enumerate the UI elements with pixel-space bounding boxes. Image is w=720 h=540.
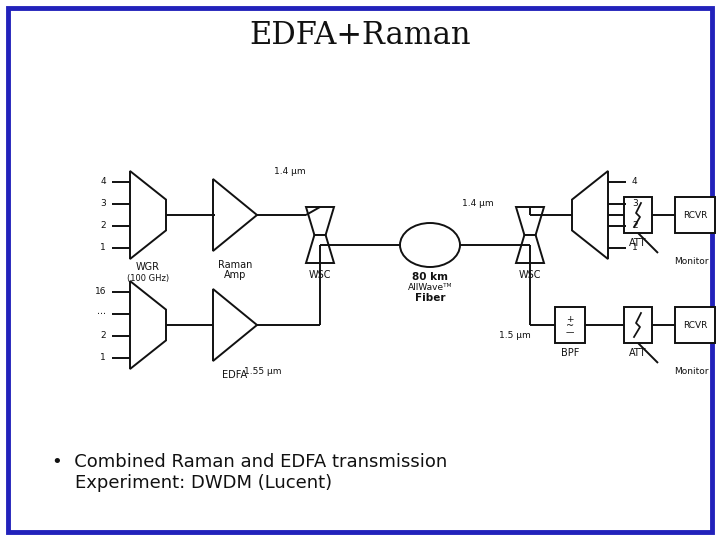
Text: Monitor: Monitor [674, 367, 708, 375]
Text: ATT: ATT [629, 348, 647, 358]
Text: +: + [566, 314, 574, 323]
Text: ~: ~ [566, 321, 574, 331]
Text: Experiment: DWDM (Lucent): Experiment: DWDM (Lucent) [52, 474, 332, 492]
Text: ⋯: ⋯ [97, 309, 106, 319]
Text: AllWaveᵀᴹ: AllWaveᵀᴹ [408, 284, 452, 293]
Polygon shape [306, 235, 334, 263]
Polygon shape [130, 281, 166, 369]
Polygon shape [213, 289, 257, 361]
Text: Fiber: Fiber [415, 293, 445, 303]
Text: 2: 2 [632, 221, 638, 231]
Text: Monitor: Monitor [674, 256, 708, 266]
Polygon shape [213, 179, 257, 251]
Polygon shape [516, 235, 544, 263]
Text: —: — [566, 328, 574, 338]
Text: RCVR: RCVR [683, 321, 707, 329]
Text: 4: 4 [632, 178, 638, 186]
Text: ATT: ATT [629, 238, 647, 248]
Text: 2: 2 [100, 221, 106, 231]
Text: 1: 1 [632, 244, 638, 253]
Text: 4: 4 [100, 178, 106, 186]
Text: 1.4 µm: 1.4 µm [462, 199, 494, 207]
Text: 3: 3 [100, 199, 106, 208]
Text: WSC: WSC [309, 270, 331, 280]
Text: BPF: BPF [561, 348, 579, 358]
Text: WSC: WSC [518, 270, 541, 280]
Text: Raman: Raman [218, 260, 252, 270]
Polygon shape [130, 171, 166, 259]
Text: 2: 2 [100, 332, 106, 341]
Text: Amp: Amp [224, 270, 246, 280]
Text: 3: 3 [632, 199, 638, 208]
Text: EDFA: EDFA [222, 370, 248, 380]
Text: 1.4 µm: 1.4 µm [274, 166, 306, 176]
Text: EDFA+Raman: EDFA+Raman [249, 19, 471, 51]
Text: 1: 1 [100, 244, 106, 253]
Bar [675, 197, 715, 233]
Bar [675, 307, 715, 343]
Text: 80 km: 80 km [412, 272, 448, 282]
Polygon shape [516, 207, 544, 235]
Text: (100 GHz): (100 GHz) [127, 273, 169, 282]
Bar [624, 197, 652, 233]
Text: 16: 16 [94, 287, 106, 296]
Text: 1.5 µm: 1.5 µm [499, 330, 531, 340]
Text: WGR: WGR [136, 262, 160, 272]
Polygon shape [572, 171, 608, 259]
Text: RCVR: RCVR [683, 211, 707, 219]
Bar [624, 307, 652, 343]
Text: •  Combined Raman and EDFA transmission: • Combined Raman and EDFA transmission [52, 453, 447, 471]
Text: 1.55 µm: 1.55 µm [244, 367, 282, 375]
Polygon shape [306, 207, 334, 235]
Bar [555, 307, 585, 343]
Text: 1: 1 [100, 354, 106, 362]
Ellipse shape [400, 223, 460, 267]
